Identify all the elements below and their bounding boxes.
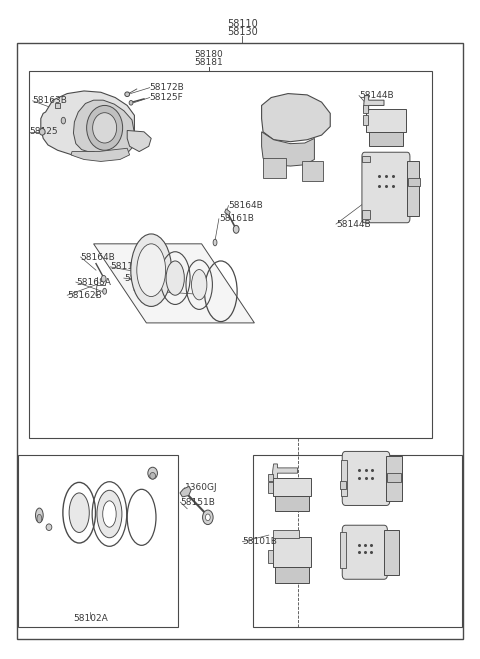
Text: 1360GJ: 1360GJ <box>185 483 217 492</box>
Polygon shape <box>364 96 384 111</box>
Ellipse shape <box>213 239 217 246</box>
Text: 58168A: 58168A <box>76 277 111 287</box>
Bar <box>408 178 420 186</box>
Ellipse shape <box>233 225 239 233</box>
Ellipse shape <box>101 275 106 282</box>
Polygon shape <box>275 567 309 583</box>
Polygon shape <box>127 130 151 152</box>
Polygon shape <box>302 161 323 181</box>
Text: 58113: 58113 <box>124 273 153 283</box>
Text: 58151B: 58151B <box>180 498 216 507</box>
Ellipse shape <box>46 524 52 530</box>
Ellipse shape <box>148 467 157 479</box>
Polygon shape <box>366 109 406 132</box>
Ellipse shape <box>36 508 43 523</box>
Polygon shape <box>273 530 299 538</box>
Text: 58125F: 58125F <box>150 93 183 102</box>
Ellipse shape <box>192 270 207 300</box>
Polygon shape <box>273 464 298 478</box>
Ellipse shape <box>39 129 45 135</box>
Polygon shape <box>340 532 346 568</box>
Polygon shape <box>94 244 254 323</box>
Ellipse shape <box>137 244 166 297</box>
Text: 58181: 58181 <box>194 58 223 67</box>
Polygon shape <box>362 210 370 219</box>
Ellipse shape <box>131 234 172 306</box>
Ellipse shape <box>37 514 42 523</box>
Polygon shape <box>71 148 130 161</box>
Text: 58172B: 58172B <box>150 83 184 92</box>
Text: 58144B: 58144B <box>336 219 371 229</box>
Polygon shape <box>263 158 286 178</box>
Ellipse shape <box>166 261 184 295</box>
Text: 58161B: 58161B <box>219 214 254 223</box>
Polygon shape <box>268 474 273 481</box>
Polygon shape <box>386 456 402 501</box>
Text: 58110: 58110 <box>227 18 258 29</box>
Text: 58163B: 58163B <box>33 96 68 105</box>
Text: 58112: 58112 <box>110 262 139 272</box>
Polygon shape <box>340 481 346 489</box>
Polygon shape <box>369 132 403 146</box>
Text: 58101B: 58101B <box>242 537 277 546</box>
FancyBboxPatch shape <box>342 525 387 579</box>
Text: 58164B: 58164B <box>228 201 263 210</box>
Ellipse shape <box>103 501 116 527</box>
Polygon shape <box>362 156 370 162</box>
Ellipse shape <box>93 113 117 143</box>
Text: 58164B: 58164B <box>81 252 115 262</box>
Bar <box>363 105 368 113</box>
Polygon shape <box>273 478 311 496</box>
Polygon shape <box>268 482 273 493</box>
Polygon shape <box>268 550 273 563</box>
Ellipse shape <box>125 92 130 96</box>
Polygon shape <box>341 460 347 496</box>
Ellipse shape <box>150 473 156 479</box>
Ellipse shape <box>205 514 210 521</box>
Text: 58144B: 58144B <box>359 91 394 100</box>
FancyBboxPatch shape <box>362 152 410 223</box>
Bar <box>55 103 60 108</box>
Ellipse shape <box>129 100 133 105</box>
Ellipse shape <box>103 288 107 294</box>
Text: 58102A: 58102A <box>73 614 108 623</box>
FancyBboxPatch shape <box>342 451 390 505</box>
Bar <box>363 115 368 125</box>
Polygon shape <box>384 530 399 575</box>
Polygon shape <box>262 132 314 166</box>
Text: 58130: 58130 <box>227 27 258 38</box>
Ellipse shape <box>69 493 89 532</box>
Text: 58162B: 58162B <box>67 291 102 300</box>
Polygon shape <box>262 94 330 142</box>
Bar <box>225 209 230 215</box>
Polygon shape <box>407 161 419 216</box>
Text: 58180: 58180 <box>194 49 223 59</box>
Polygon shape <box>273 537 311 567</box>
Ellipse shape <box>86 105 123 150</box>
Polygon shape <box>73 100 134 158</box>
Text: 58114A: 58114A <box>133 285 168 295</box>
Text: 58125: 58125 <box>29 127 58 136</box>
Ellipse shape <box>61 117 65 124</box>
Polygon shape <box>275 496 309 511</box>
Ellipse shape <box>97 490 122 538</box>
Ellipse shape <box>203 510 213 525</box>
Bar <box>387 473 401 482</box>
Polygon shape <box>41 91 134 156</box>
Polygon shape <box>180 486 191 497</box>
